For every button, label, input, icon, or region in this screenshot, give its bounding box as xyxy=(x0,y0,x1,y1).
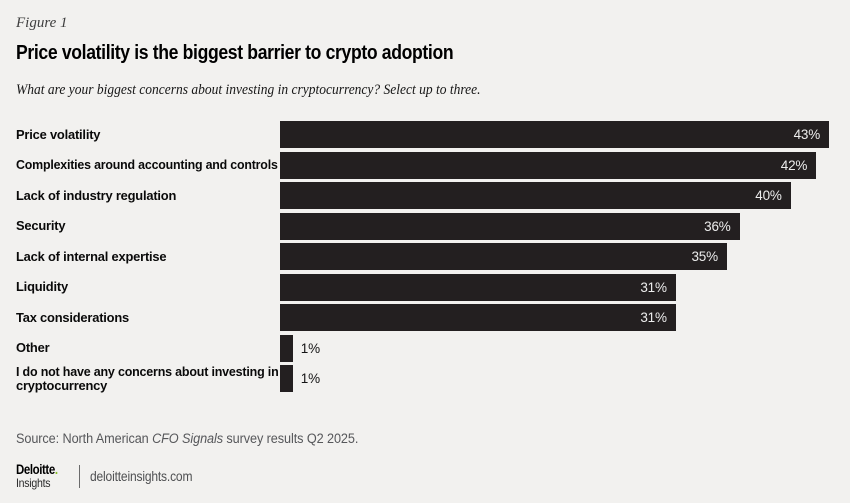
value-label: 42% xyxy=(780,157,808,173)
bar: 36% xyxy=(280,212,740,240)
bar-chart: Price volatility 43% Complexities around a… xyxy=(16,121,832,392)
chart-row: I do not have any concerns about investi… xyxy=(16,365,832,392)
bar: 31% xyxy=(280,273,676,301)
source-text-suffix: survey results Q2 2025. xyxy=(222,431,359,446)
value-label: 1% xyxy=(300,371,320,386)
category-label: Lack of industry regulation xyxy=(16,187,177,203)
logo-green-dot: . xyxy=(54,461,58,477)
chart-row: Other 1% xyxy=(16,334,832,362)
bar-track: 31% xyxy=(280,273,832,301)
chart-row: Lack of internal expertise 35% xyxy=(16,243,832,270)
category-label: Tax considerations xyxy=(16,309,130,325)
footer-divider xyxy=(78,464,80,488)
category-label: Security xyxy=(16,218,66,234)
value-label: 1% xyxy=(300,340,320,356)
bar-track: 40% xyxy=(280,182,832,209)
bar: 35% xyxy=(280,243,727,270)
value-label: 36% xyxy=(704,218,731,234)
logo-wordmark: Deloitte. xyxy=(16,461,58,477)
chart-row: Tax considerations 31% xyxy=(16,304,832,331)
bar: 43% xyxy=(280,121,829,148)
source-text-italic: CFO Signals xyxy=(152,431,223,446)
bar-track: 1% xyxy=(280,334,832,362)
value-label: 31% xyxy=(640,310,667,325)
bar: 31% xyxy=(280,304,676,331)
bar-track: 43% xyxy=(280,121,832,148)
figure-label: Figure 1 xyxy=(16,15,68,31)
value-label: 31% xyxy=(640,279,667,295)
deloitte-insights-logo: Deloitte. Insights xyxy=(16,461,67,490)
chart-row: Security 36% xyxy=(16,212,832,240)
chart-row: Liquidity 31% xyxy=(16,273,832,301)
source-text-prefix: Source: North American xyxy=(16,431,153,446)
chart-row: Complexities around accounting and contr… xyxy=(16,151,832,179)
category-label: Complexities around accounting and contr… xyxy=(16,157,278,173)
bar: 40% xyxy=(280,182,791,209)
chart-title: Price volatility is the biggest barrier … xyxy=(16,42,454,64)
bar-track: 42% xyxy=(280,151,832,179)
value-label: 40% xyxy=(755,188,782,203)
value-label: 35% xyxy=(691,249,718,264)
bar-track: 31% xyxy=(280,304,832,331)
bar-track: 36% xyxy=(280,212,832,240)
footer-website: deloitteinsights.com xyxy=(89,468,193,484)
category-label: Lack of internal expertise xyxy=(16,248,167,264)
bar: 42% xyxy=(280,151,817,179)
bar-track: 1% xyxy=(280,365,832,392)
chart-row: Price volatility 43% xyxy=(16,121,832,148)
category-label: Other xyxy=(16,340,50,356)
category-label: Price volatility xyxy=(16,126,101,142)
logo-insights-text: Insights xyxy=(16,476,51,490)
chart-row: Lack of industry regulation 40% xyxy=(16,182,832,209)
logo-deloitte-text: Deloitte xyxy=(16,461,55,477)
category-label: I do not have any concerns about investi… xyxy=(16,364,279,393)
category-label: Liquidity xyxy=(16,279,68,295)
source-note: Source: North American CFO Signals surve… xyxy=(16,430,783,447)
chart-subtitle: What are your biggest concerns about inv… xyxy=(16,82,481,98)
bar-track: 35% xyxy=(280,243,832,270)
value-label: 43% xyxy=(793,127,821,142)
footer: Deloitte. Insights deloitteinsights.com xyxy=(16,461,832,490)
bar xyxy=(280,334,293,362)
bar xyxy=(280,365,293,392)
